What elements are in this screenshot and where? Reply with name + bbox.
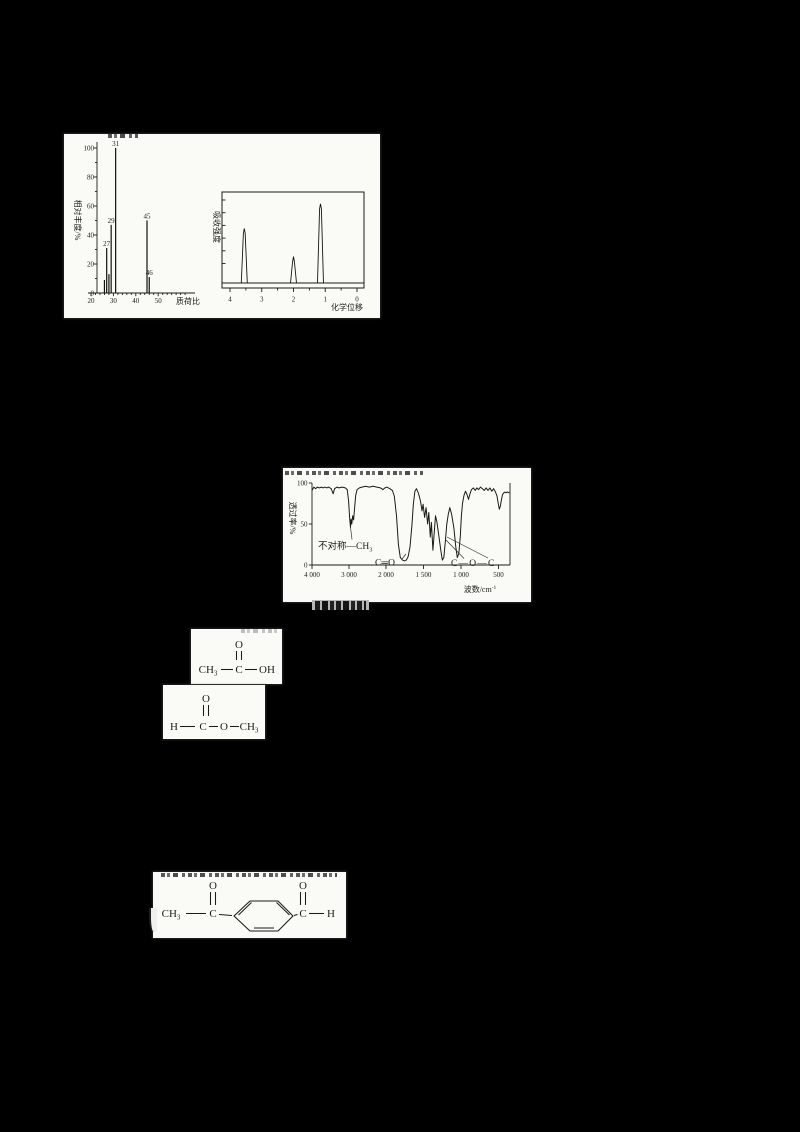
ir-curve-and-ticks: 4 000 3 000 2 000 1 500 1 000 500 0 50 100 <box>297 479 510 579</box>
svg-text:45: 45 <box>144 213 152 221</box>
svg-text:40: 40 <box>87 231 95 239</box>
ir-x-axis-label: 波数/cm-1 <box>464 584 497 594</box>
svg-text:20: 20 <box>87 260 95 268</box>
ir-x-axis-label-main: 波数/cm <box>464 584 493 594</box>
figure-mass-spectrum-and-nmr: 0 20 40 60 80 100 20 30 40 50 27 29 31 45 46 相对丰度/% 质荷… <box>64 134 380 318</box>
carbon-label: C <box>235 664 242 676</box>
nmr-plot-frame <box>221 191 365 289</box>
svg-text:80: 80 <box>87 173 95 181</box>
nmr-x-axis-label: 化学位移 <box>331 302 363 312</box>
methyl-main: CH <box>240 721 255 733</box>
clipped-text-remnant <box>161 873 337 877</box>
methyl-main: CH <box>162 908 177 920</box>
asym-ch3-sub: 3 <box>369 547 372 554</box>
carbonyl-leader-line <box>401 553 407 560</box>
svg-text:27: 27 <box>103 240 111 248</box>
methyl-formate-svg: O H C O CH3 <box>170 693 259 735</box>
ir-y-axis-label: 透过率/% <box>288 502 298 535</box>
svg-text:100: 100 <box>84 144 95 152</box>
ms-x-axis-label: 质荷比 <box>176 296 200 306</box>
ring-double-bond <box>276 902 290 916</box>
right-carbonyl-carbon: C <box>299 908 306 920</box>
clipped-character-fragment <box>149 908 157 932</box>
figure-ir-spectrum: 4 000 3 000 2 000 1 500 1 000 500 0 50 100 透过率/%… <box>283 468 531 602</box>
svg-text:2: 2 <box>292 296 296 304</box>
svg-text:3: 3 <box>260 296 264 304</box>
clipped-text-remnant <box>108 134 138 138</box>
nmr-peaks-and-ticks: 4 3 2 1 0 <box>222 199 359 304</box>
svg-text:30: 30 <box>110 297 118 305</box>
ir-annotation-asym-ch3: 不对称—CH3 <box>318 540 372 554</box>
methyl-label: CH3 <box>162 908 181 922</box>
methyl-sub: 3 <box>177 914 181 922</box>
hydroxyl-label: OH <box>259 664 275 676</box>
svg-text:1 000: 1 000 <box>453 571 469 579</box>
clipped-highlighted-label <box>312 600 369 610</box>
svg-text:29: 29 <box>108 217 116 225</box>
carbonyl-oxygen-label: O <box>202 693 210 705</box>
left-carbonyl-oxygen: O <box>209 880 217 892</box>
carbon-label: C <box>199 721 206 733</box>
ester-leader-line-2 <box>446 536 489 559</box>
ester-oxygen-label: O <box>220 721 228 733</box>
right-carbonyl-oxygen: O <box>299 880 307 892</box>
ir-svg: 4 000 3 000 2 000 1 500 1 000 500 0 50 100 透过率/%… <box>288 479 511 594</box>
ester-leader-line-1 <box>445 539 465 559</box>
svg-text:0: 0 <box>355 296 359 304</box>
svg-text:60: 60 <box>87 202 95 210</box>
ir-annotation-carbonyl: C═O <box>375 559 395 569</box>
svg-text:500: 500 <box>493 571 504 579</box>
svg-text:1: 1 <box>324 296 328 304</box>
svg-text:50: 50 <box>155 297 163 305</box>
svg-text:2 000: 2 000 <box>378 571 394 579</box>
svg-text:100: 100 <box>297 479 308 487</box>
nmr-chart: 4 3 2 1 0 吸收强度 化学位移 <box>212 191 365 312</box>
acyl-benzaldehyde-svg: CH3 C O C O H <box>162 880 335 932</box>
ir-x-axis-label-sup: -1 <box>492 585 497 591</box>
svg-text:0: 0 <box>91 289 95 297</box>
acetic-acid-svg: O CH3 C OH <box>199 639 275 678</box>
structure-methyl-formate: O H C O CH3 <box>163 685 265 739</box>
svg-text:4: 4 <box>228 296 232 304</box>
structure-acetic-acid: O CH3 C OH <box>191 629 282 684</box>
clipped-text-remnant <box>285 471 423 475</box>
aldehyde-hydrogen: H <box>327 908 335 920</box>
single-bond <box>293 913 298 917</box>
svg-text:1 500: 1 500 <box>416 571 432 579</box>
svg-text:20: 20 <box>88 297 96 305</box>
hydrogen-label: H <box>170 721 178 733</box>
single-bond <box>218 913 233 917</box>
svg-text:46: 46 <box>146 269 154 277</box>
svg-text:50: 50 <box>301 520 309 528</box>
methyl-main: CH <box>199 664 214 676</box>
svg-text:4 000: 4 000 <box>304 571 320 579</box>
ring-double-bond <box>238 902 252 916</box>
nmr-y-axis-label: 吸收强度 <box>212 211 222 243</box>
methyl-sub: 3 <box>255 727 259 735</box>
ch3-leader-line <box>350 527 353 540</box>
left-carbonyl-carbon: C <box>209 908 216 920</box>
svg-text:40: 40 <box>132 297 140 305</box>
methyl-label: CH3 <box>199 664 218 678</box>
ms-y-axis-label: 相对丰度/% <box>73 200 83 241</box>
clipped-text-remnant <box>241 629 279 633</box>
methyl-sub: 3 <box>214 670 218 678</box>
svg-text:0: 0 <box>304 561 308 569</box>
methyl-label: CH3 <box>240 721 259 735</box>
asym-ch3-text: 不对称—CH <box>318 540 369 552</box>
ir-annotation-ester: C—O—C <box>451 559 496 569</box>
structure-acyl-benzaldehyde: CH3 C O C O H <box>153 872 346 938</box>
benzene-ring <box>233 900 294 932</box>
svg-text:3 000: 3 000 <box>341 571 357 579</box>
svg-text:31: 31 <box>112 140 120 148</box>
carbonyl-oxygen-label: O <box>235 639 243 651</box>
